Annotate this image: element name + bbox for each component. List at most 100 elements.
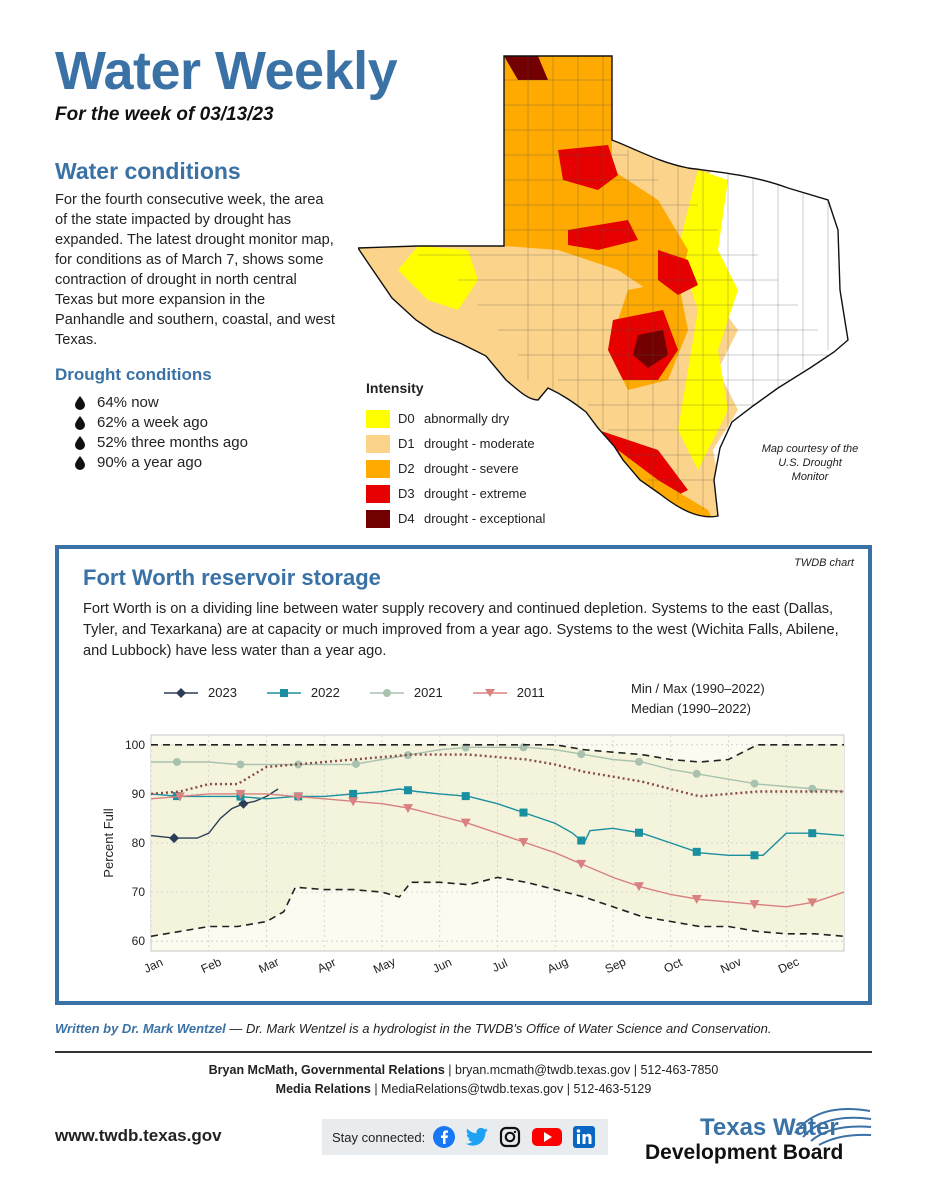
data-point [172, 758, 181, 766]
data-point [236, 760, 245, 769]
page-subtitle: For the week of 03/13/23 [55, 104, 274, 125]
series-line-3 [150, 793, 845, 908]
list-item: 52% three months ago [75, 433, 248, 453]
facebook-icon[interactable] [433, 1126, 456, 1148]
data-point [577, 836, 586, 845]
linkedin-icon[interactable] [573, 1126, 596, 1148]
water-drop-icon [75, 416, 85, 430]
contact1-rest[interactable]: | bryan.mcmath@twdb.texas.gov | 512-463-… [444, 1063, 719, 1077]
minmax-label: Min / Max (1990–2022) [631, 681, 765, 696]
x-tick-label: Feb [199, 955, 224, 977]
water-drop-icon [75, 436, 85, 450]
youtube-icon[interactable] [532, 1126, 563, 1148]
legend-label: drought - moderate [424, 436, 535, 451]
legend-code: D4 [398, 511, 415, 526]
x-tick-label: Dec [776, 955, 801, 977]
data-point [235, 789, 246, 799]
data-point [294, 760, 303, 769]
x-tick-label: Jan [142, 955, 165, 976]
instagram-icon[interactable] [499, 1126, 521, 1148]
data-point [692, 769, 701, 778]
x-tick-label: May [371, 954, 397, 976]
legend-item: D4 drought - exceptional [366, 506, 566, 531]
list-item: 64% now [75, 393, 248, 413]
data-point [402, 804, 413, 814]
series-line-5 [151, 744, 844, 763]
twdb-logo: Texas Water Development Board [645, 1108, 872, 1164]
y-tick-label: 60 [132, 934, 146, 948]
series-line-4 [150, 876, 845, 938]
legend-code: D3 [398, 486, 415, 501]
chart-legend: 2023 2022 2021 2011 [164, 685, 575, 700]
stay-connected-label: Stay connected: [332, 1129, 426, 1145]
data-point [807, 898, 818, 908]
series-line-2 [151, 746, 845, 793]
legend-title: Intensity [366, 380, 424, 396]
data-point [633, 882, 644, 892]
legend-label: drought - severe [424, 461, 519, 476]
drought-stat: 64% now [97, 394, 159, 411]
legend-code: D2 [398, 461, 415, 476]
twitter-icon[interactable] [466, 1126, 489, 1148]
data-point [634, 828, 643, 837]
data-point [577, 750, 586, 759]
legend-label: 2011 [516, 685, 545, 700]
divider [55, 1051, 872, 1053]
drought-conditions-heading: Drought conditions [55, 365, 212, 384]
data-point [238, 798, 249, 809]
x-tick-label: Nov [718, 955, 743, 977]
page-title: Water Weekly [55, 41, 398, 101]
data-point [750, 851, 759, 860]
texas-drought-map [358, 55, 849, 518]
drought-stat: 52% three months ago [97, 434, 248, 451]
legend-line-2022 [266, 688, 301, 697]
logo-line1: Texas Water [700, 1114, 839, 1141]
x-tick-label: Aug [545, 955, 570, 977]
author-credit: Written by Dr. Mark Wentzel — Dr. Mark W… [55, 1021, 771, 1036]
x-tick-label: Sep [603, 954, 629, 976]
median-label: Median (1990–2022) [631, 701, 751, 716]
drought-conditions-list: 64% now 62% a week ago 52% three months … [75, 393, 248, 473]
data-point [519, 808, 528, 817]
author-name: Written by Dr. Mark Wentzel [55, 1021, 226, 1036]
reservoir-chart: 60 70 80 90 100 Jan Feb Mar Apr May Jun Jul Aug Sep Oc… [101, 734, 845, 977]
legend-item: D1 drought - moderate [366, 431, 566, 456]
legend-item: D2 drought - severe [366, 456, 566, 481]
legend-label: drought - exceptional [424, 511, 546, 526]
data-point [749, 900, 760, 910]
water-drop-icon [75, 396, 85, 410]
social-bar: Stay connected: [322, 1119, 608, 1155]
x-tick-label: Mar [256, 955, 281, 976]
legend-label: drought - extreme [424, 486, 527, 501]
y-tick-label: 100 [125, 738, 145, 752]
logo-line2: Development Board [645, 1141, 843, 1164]
data-point [174, 792, 185, 802]
data-point [634, 757, 643, 766]
map-credit: Map courtesy of the U.S. Drought Monitor [761, 443, 859, 483]
legend-swatch [366, 434, 390, 453]
y-tick-label: 70 [132, 885, 146, 899]
data-point [576, 859, 587, 869]
water-drop-icon [75, 456, 85, 470]
legend-swatch [366, 459, 390, 478]
contact2-name: Media Relations [275, 1082, 371, 1096]
legend-line-2021 [369, 688, 404, 697]
legend-code: D0 [398, 411, 415, 426]
chart-source: TWDB chart [794, 557, 854, 569]
legend-code: D1 [398, 436, 415, 451]
legend-swatch [366, 509, 390, 528]
legend-line-2011 [472, 688, 507, 697]
legend-label: 2023 [208, 685, 237, 700]
list-item: 62% a week ago [75, 413, 248, 433]
legend-swatch [366, 409, 390, 428]
contact2-rest[interactable]: | MediaRelations@twdb.texas.gov | 512-46… [370, 1082, 652, 1096]
data-point [403, 751, 412, 760]
data-point [461, 792, 470, 801]
data-point [808, 829, 817, 838]
y-axis-label: Percent Full [101, 808, 116, 877]
legend-label: 2021 [413, 685, 443, 700]
data-point [352, 759, 361, 768]
data-point [518, 838, 529, 848]
contact-info: Bryan McMath, Governmental Relations | b… [55, 1061, 872, 1099]
website-link[interactable]: www.twdb.texas.gov [55, 1126, 222, 1145]
